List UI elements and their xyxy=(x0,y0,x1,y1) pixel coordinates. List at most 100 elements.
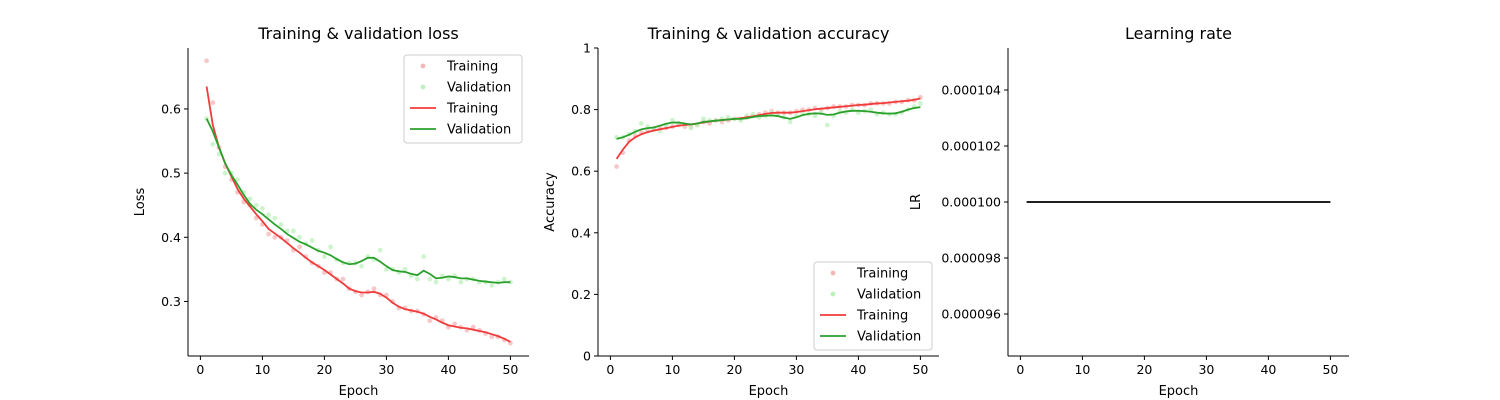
y-tick-label: 0.3 xyxy=(161,294,181,309)
data-point xyxy=(452,321,457,327)
series-line-training xyxy=(205,86,511,343)
y-tick-label: 0.5 xyxy=(161,166,181,181)
data-point xyxy=(427,318,433,324)
x-tick-label: 20 xyxy=(316,362,332,377)
data-point xyxy=(384,266,389,272)
data-point xyxy=(501,276,507,282)
legend-entry: Training xyxy=(820,309,908,324)
y-tick-label: 0.000100 xyxy=(941,195,1001,210)
data-point xyxy=(291,228,296,234)
data-point xyxy=(297,244,302,250)
data-point xyxy=(446,276,451,282)
y-tick-label: 0.6 xyxy=(161,101,181,116)
data-point xyxy=(297,234,302,240)
data-point xyxy=(260,206,265,211)
data-point xyxy=(222,170,228,176)
y-tick-label: 0.6 xyxy=(571,164,591,179)
x-tick-label: 0 xyxy=(606,362,614,377)
series-line-validation xyxy=(616,106,921,140)
x-tick-label: 10 xyxy=(254,362,270,377)
legend-label: Validation xyxy=(447,123,511,138)
y-tick-label: 0.2 xyxy=(571,287,591,302)
legend-label: Training xyxy=(856,267,908,282)
y-tick-label: 0.8 xyxy=(571,102,591,117)
y-tick-label: 0.000098 xyxy=(941,251,1001,266)
data-point xyxy=(340,276,346,282)
legend: Training Validation Training Validation xyxy=(403,54,523,144)
legend-box xyxy=(813,261,933,351)
series-line xyxy=(615,97,921,160)
legend-entry: Validation xyxy=(830,288,921,303)
y-tick-label: 0 xyxy=(583,349,591,364)
x-tick-label: 0 xyxy=(1016,362,1024,377)
legend-label: Validation xyxy=(857,288,921,303)
series-marker-validation xyxy=(614,101,923,140)
x-tick-label: 40 xyxy=(440,362,456,377)
data-point xyxy=(359,292,364,298)
y-axis-label: Loss xyxy=(133,188,148,217)
data-point xyxy=(359,263,364,269)
data-point xyxy=(210,141,216,147)
data-point xyxy=(272,234,278,240)
x-axis-label: Epoch xyxy=(1159,384,1199,399)
x-tick-label: 20 xyxy=(726,362,742,377)
y-tick-label: 0.000102 xyxy=(941,139,1001,154)
data-point xyxy=(614,164,619,169)
x-tick-label: 50 xyxy=(502,362,518,377)
data-point xyxy=(253,202,259,208)
data-point xyxy=(433,279,439,285)
legend-entry: Training xyxy=(420,60,498,75)
legend-entry: Validation xyxy=(420,81,511,96)
data-point xyxy=(272,215,278,221)
legend-entry: Training xyxy=(410,102,498,117)
y-tick-label: 0.000104 xyxy=(941,83,1001,98)
legend-entry: Validation xyxy=(820,330,921,345)
x-axis-label: Epoch xyxy=(749,384,789,399)
learning-rate-panel: Learning rate 0 10 20 30 40 50 0.000096 0.000098… xyxy=(909,24,1349,399)
x-tick-label: 10 xyxy=(664,362,680,377)
data-point xyxy=(377,247,383,253)
data-point xyxy=(328,244,333,250)
x-tick-label: 50 xyxy=(912,362,928,377)
legend-marker xyxy=(830,291,836,297)
y-axis-label: LR xyxy=(909,194,924,210)
loss-panel: Training & validation loss 0 10 20 30 40 50 0.3… xyxy=(133,24,529,399)
x-tick-label: 40 xyxy=(1260,362,1276,377)
x-tick-label: 0 xyxy=(196,362,204,377)
data-point xyxy=(825,122,830,128)
series-line xyxy=(205,118,511,284)
data-point xyxy=(688,125,694,131)
legend-label: Training xyxy=(446,102,498,117)
data-point xyxy=(309,238,315,243)
data-point xyxy=(458,279,464,285)
y-tick-label: 0.000096 xyxy=(941,307,1001,322)
series-line xyxy=(205,86,511,343)
data-point xyxy=(210,100,216,105)
data-point xyxy=(278,222,284,227)
data-point xyxy=(470,324,476,330)
x-tick-label: 40 xyxy=(850,362,866,377)
legend-label: Validation xyxy=(447,81,511,96)
y-tick-label: 1 xyxy=(583,41,591,56)
x-axis-label: Epoch xyxy=(339,384,379,399)
data-point xyxy=(812,113,818,119)
legend-label: Training xyxy=(856,309,908,324)
data-point xyxy=(427,276,433,282)
series-line-validation xyxy=(205,118,511,284)
y-tick-label: 0.4 xyxy=(571,225,591,240)
data-point xyxy=(266,212,271,218)
legend-entry: Validation xyxy=(410,123,511,138)
series-line-training xyxy=(615,97,921,160)
data-point xyxy=(701,116,706,122)
legend-box xyxy=(403,54,523,144)
legend-marker xyxy=(420,63,426,69)
data-point xyxy=(489,334,495,340)
data-point xyxy=(402,266,408,272)
x-tick-label: 50 xyxy=(1322,362,1338,377)
data-point xyxy=(639,121,644,126)
series-line xyxy=(616,106,921,140)
data-point xyxy=(489,283,495,288)
x-tick-label: 30 xyxy=(788,362,804,377)
data-point xyxy=(371,286,377,292)
